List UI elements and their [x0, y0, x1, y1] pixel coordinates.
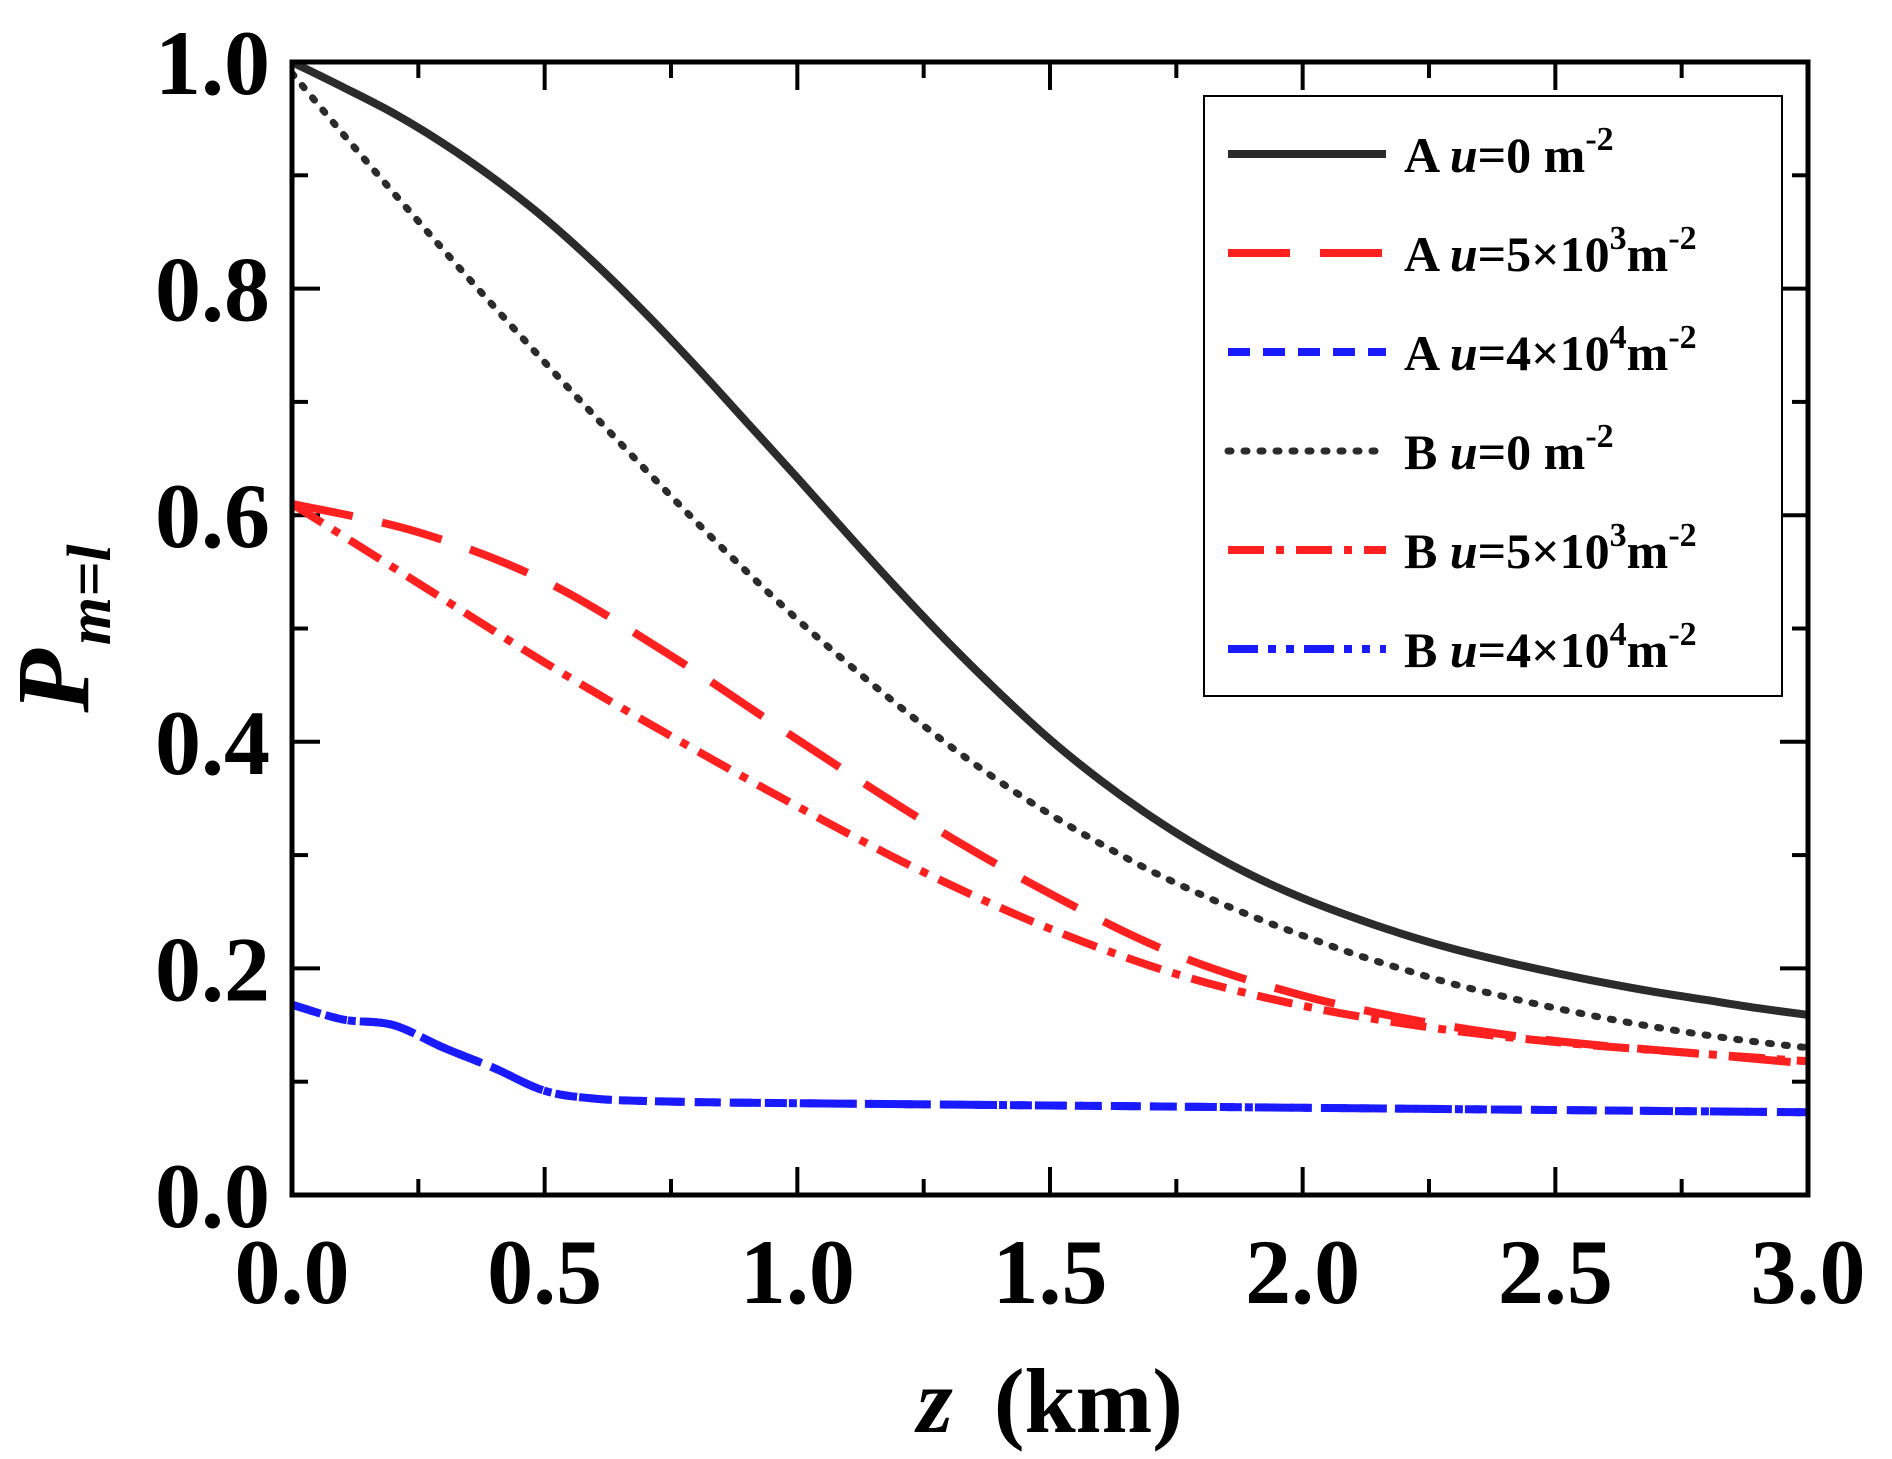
x-tick-label-0: 0.0: [235, 1221, 350, 1323]
x-tick-label-5: 2.5: [1498, 1221, 1613, 1323]
y-axis-title: P m=l: [0, 544, 124, 714]
legend-label-1: A u=5×103m-2: [1404, 220, 1697, 282]
legend-item-3: B u=0 m-2: [1224, 418, 1614, 480]
legend-item-1: A u=5×103m-2: [1228, 220, 1697, 282]
plot-area-frame: [289, 59, 1811, 1198]
legend-item-4: B u=5×103m-2: [1228, 517, 1697, 579]
tick-labels: 0.0 0.5 1.0 1.5 2.0 2.5 3.0 0.0 0.2 0.4 0.6 0.8 1.0: [155, 12, 1866, 1323]
y-axis-title-sub: m=l: [56, 544, 124, 646]
legend-label-4: B u=5×103m-2: [1404, 517, 1697, 579]
legend-item-5: B u=4×104m-2: [1228, 616, 1697, 678]
y-tick-label-2: 0.4: [155, 692, 270, 794]
y-tick-label-5: 1.0: [155, 12, 270, 114]
legend-label-5: B u=4×104m-2: [1404, 616, 1697, 678]
legend: A u=0 m-2 A u=5×103m-2 A u=4×104m-2 B u=0 m…: [1203, 95, 1783, 697]
x-tick-label-4: 2.0: [1245, 1221, 1360, 1323]
x-axis-title: z (km): [914, 1350, 1183, 1452]
x-tick-label-3: 1.5: [993, 1221, 1108, 1323]
y-tick-label-4: 0.8: [155, 239, 270, 341]
y-tick-label-0: 0.0: [155, 1145, 270, 1247]
series-line-0: [292, 62, 1808, 1019]
series-lines: [292, 62, 1808, 1117]
x-tick-label-2: 1.0: [740, 1221, 855, 1323]
x-tick-label-6: 3.0: [1751, 1221, 1866, 1323]
x-tick-label-1: 0.5: [487, 1221, 602, 1323]
x-axis-title-unit: (km): [994, 1350, 1183, 1452]
x-axis-title-var: z: [914, 1350, 953, 1452]
legend-item-2: A u=4×104m-2: [1228, 319, 1697, 381]
series-line-5: [292, 1000, 1808, 1117]
series-line-2: [292, 1000, 1808, 1117]
y-tick-label-3: 0.6: [155, 465, 270, 567]
series-line-3: [292, 69, 1808, 1052]
y-tick-label-1: 0.2: [155, 918, 270, 1020]
legend-box: [1203, 95, 1783, 697]
legend-label-0: A u=0 m-2: [1404, 121, 1614, 183]
legend-item-0: A u=0 m-2: [1228, 121, 1614, 183]
legend-label-3: B u=0 m-2: [1404, 418, 1614, 480]
legend-label-2: A u=4×104m-2: [1404, 319, 1697, 381]
series-line-4: [292, 500, 1808, 1066]
y-axis-title-base: P: [0, 648, 111, 714]
